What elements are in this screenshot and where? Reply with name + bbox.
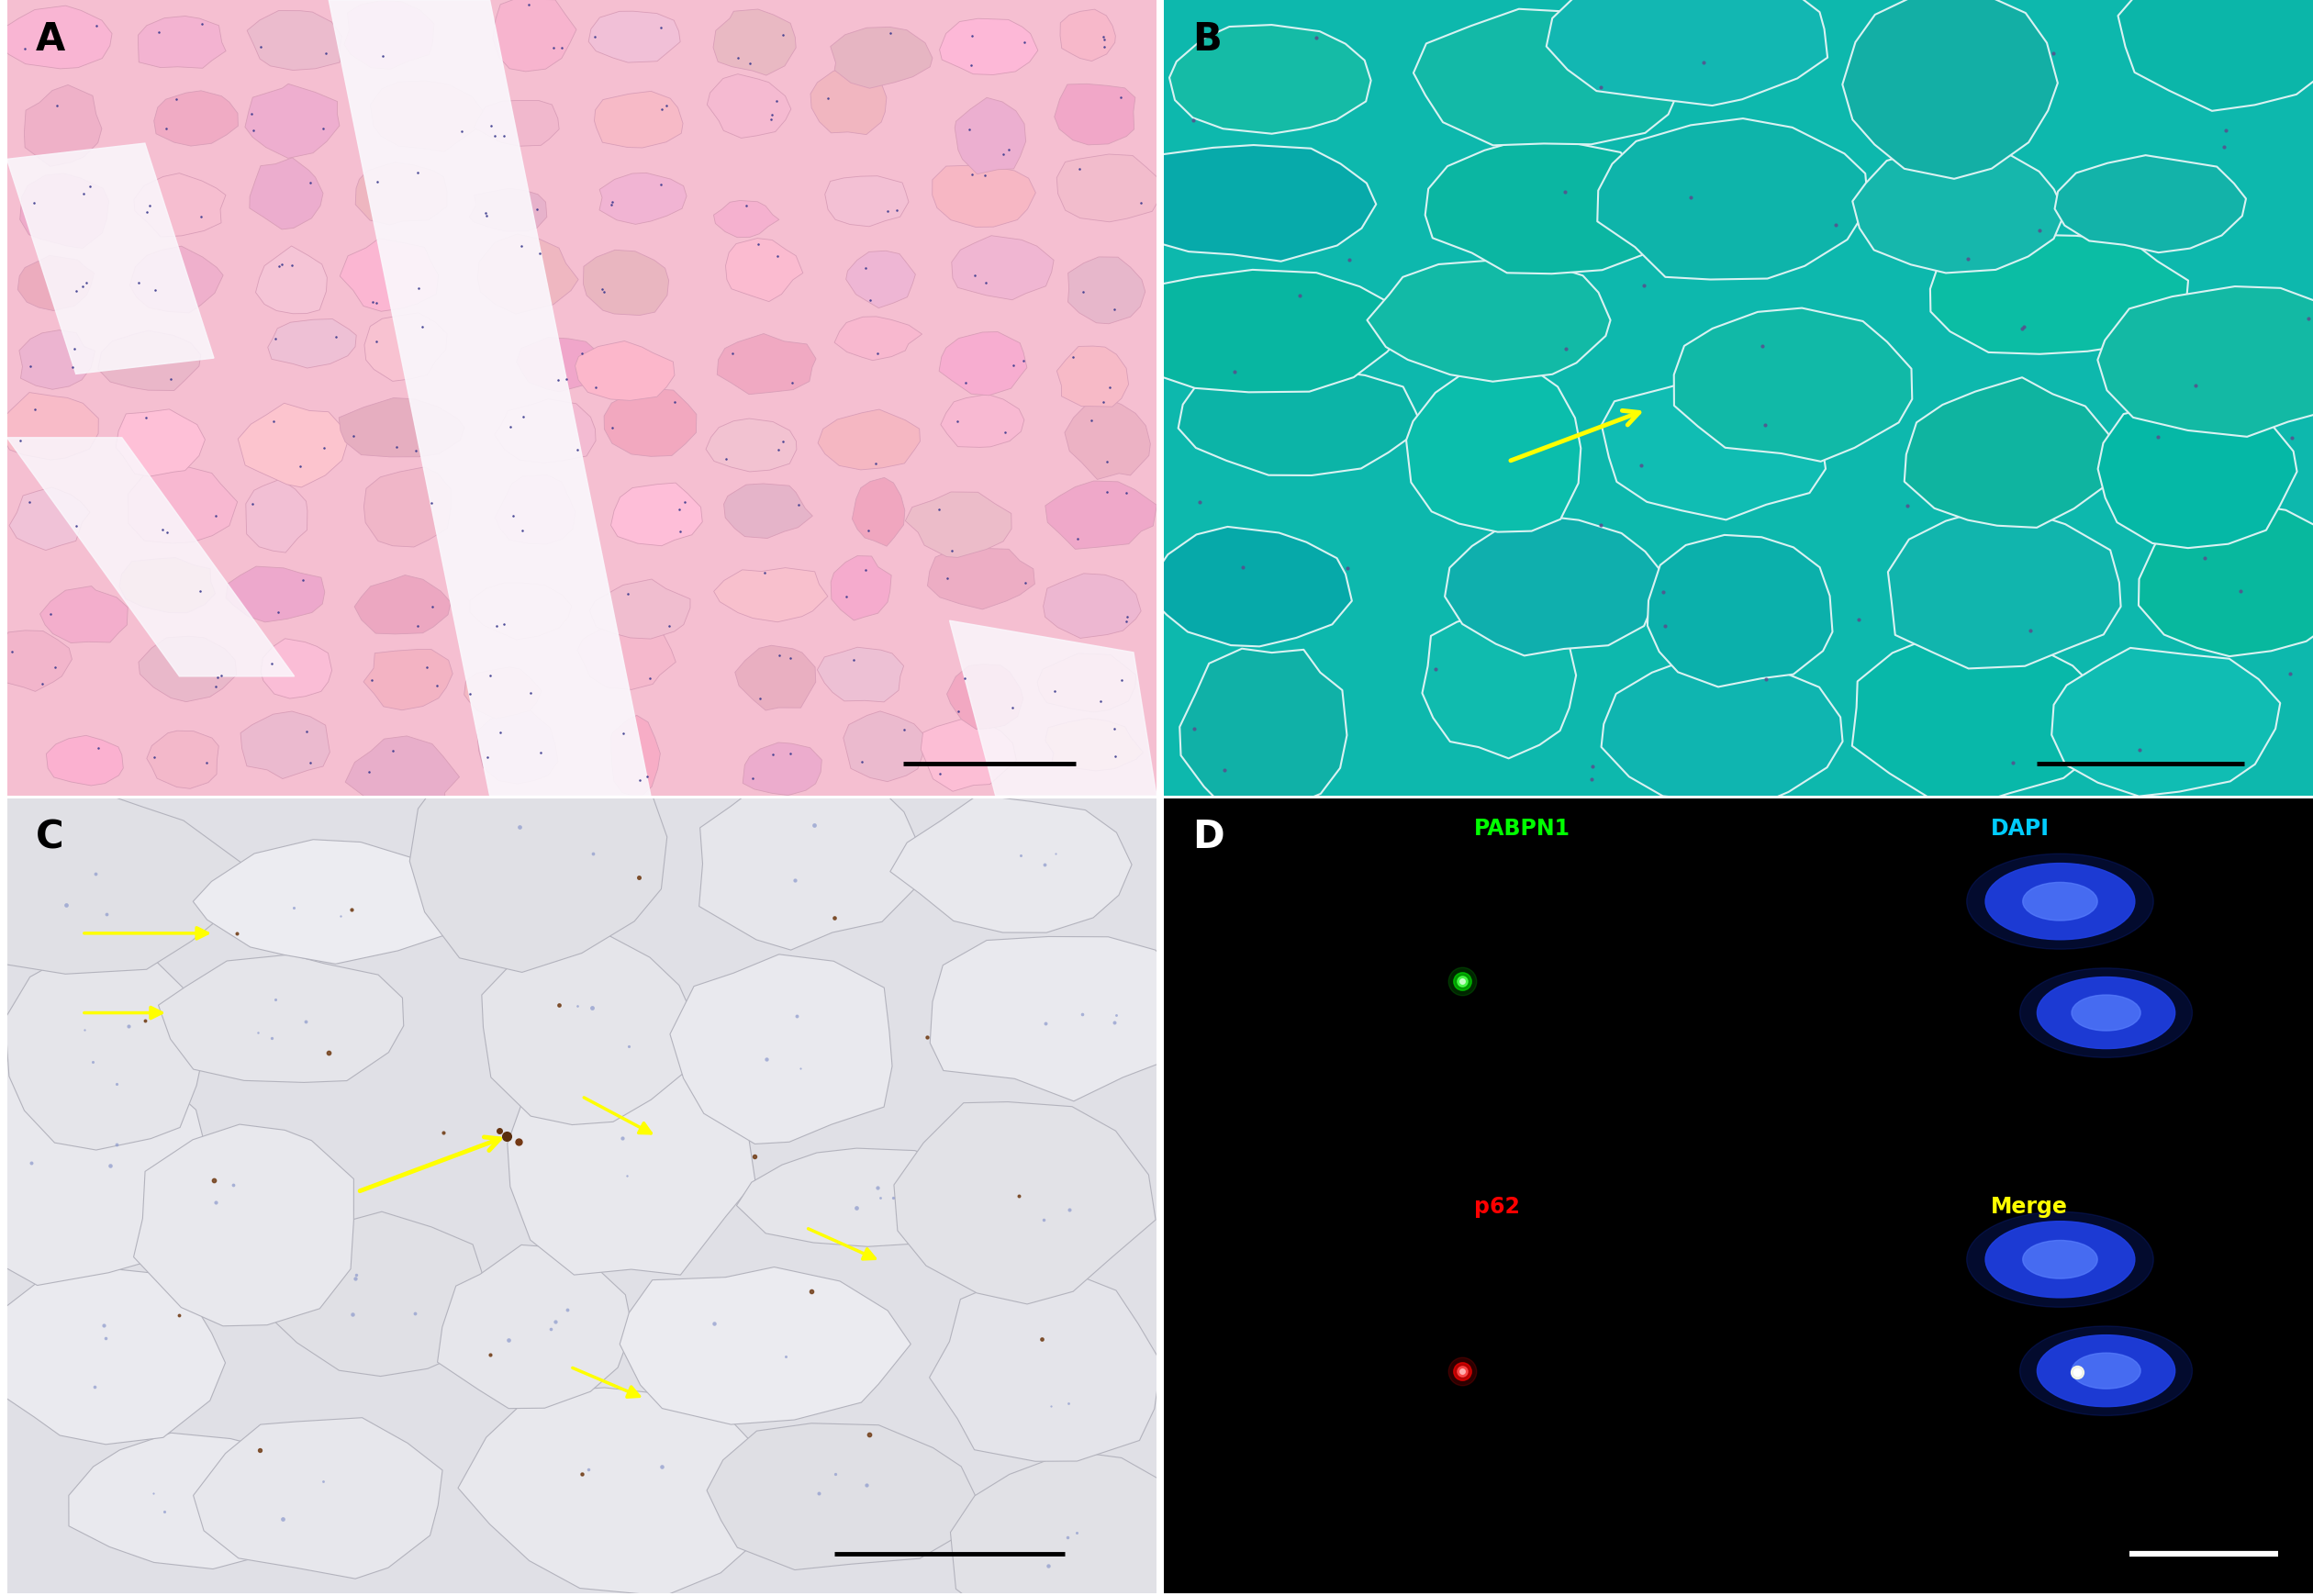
- Ellipse shape: [2024, 883, 2098, 921]
- Text: DAPI: DAPI: [1991, 817, 2049, 839]
- Ellipse shape: [2019, 1326, 2193, 1416]
- Text: PABPN1: PABPN1: [1473, 817, 1571, 839]
- Ellipse shape: [2072, 994, 2140, 1031]
- Ellipse shape: [2024, 1240, 2098, 1278]
- Polygon shape: [7, 437, 294, 677]
- Ellipse shape: [2038, 977, 2174, 1049]
- Text: C: C: [35, 817, 65, 857]
- Polygon shape: [951, 621, 1156, 796]
- Ellipse shape: [1966, 854, 2153, 950]
- Ellipse shape: [2019, 969, 2193, 1058]
- Text: B: B: [1191, 19, 1221, 59]
- Ellipse shape: [1985, 863, 2135, 940]
- Ellipse shape: [1985, 1221, 2135, 1298]
- Ellipse shape: [1966, 1211, 2153, 1307]
- Text: D: D: [1191, 817, 1224, 857]
- Text: p62: p62: [1473, 1195, 1520, 1218]
- Polygon shape: [7, 144, 213, 373]
- Text: A: A: [35, 19, 65, 59]
- Text: Merge: Merge: [1991, 1195, 2068, 1218]
- Ellipse shape: [2072, 1353, 2140, 1389]
- Ellipse shape: [2038, 1334, 2174, 1406]
- Polygon shape: [328, 0, 650, 796]
